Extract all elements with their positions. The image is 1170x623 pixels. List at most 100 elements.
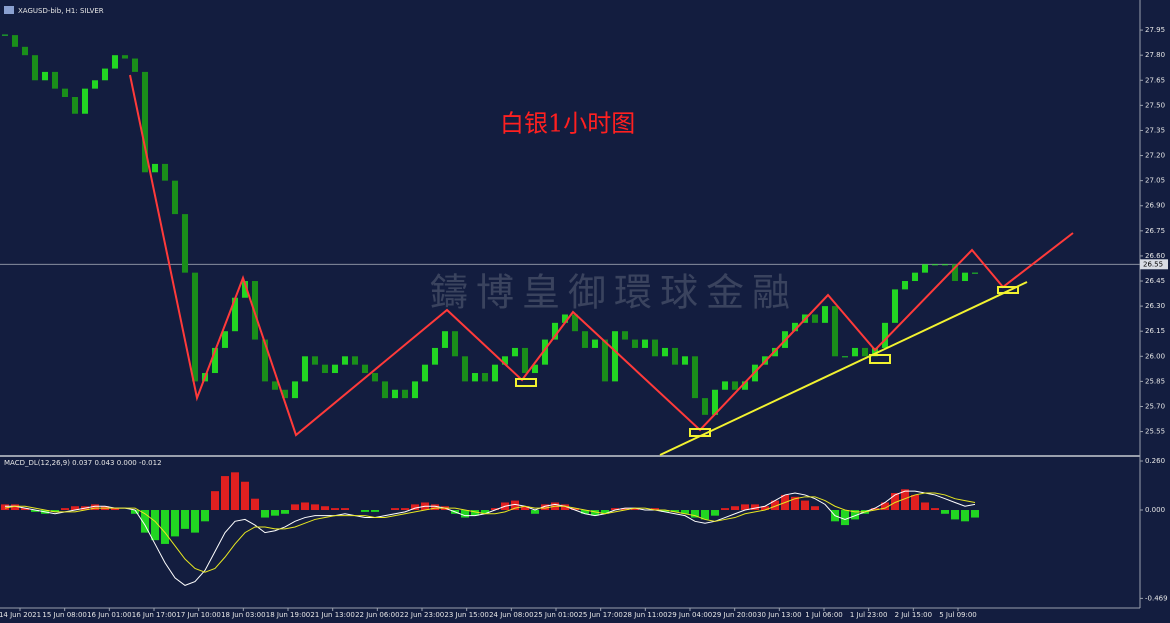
macd-bar	[241, 481, 249, 511]
macd-bar	[401, 508, 409, 511]
candle	[172, 180, 178, 215]
candle	[702, 398, 708, 415]
candle	[72, 97, 78, 114]
macd-bar	[621, 508, 629, 511]
y-tick-label: 27.50	[1145, 101, 1165, 109]
candle	[322, 364, 328, 374]
candle	[402, 389, 408, 399]
candle	[822, 306, 828, 323]
macd-bar	[971, 510, 979, 518]
macd-bar	[61, 508, 69, 511]
macd-bar	[411, 504, 419, 511]
macd-bar	[921, 502, 929, 511]
candle	[922, 264, 928, 273]
candle	[242, 281, 248, 298]
y-tick-label: 27.80	[1145, 51, 1165, 59]
macd-bar	[681, 510, 689, 514]
x-tick-label: 25 Jun 17:00	[578, 611, 622, 619]
macd-bar	[541, 504, 549, 511]
macd-bar	[91, 504, 99, 511]
macd-bar	[951, 510, 959, 520]
candle	[792, 322, 798, 332]
x-tick-label: 5 Jul 09:00	[939, 611, 977, 619]
candle	[902, 281, 908, 290]
macd-label: MACD_DL(12,26,9) 0.037 0.043 0.000 -0.01…	[4, 459, 162, 467]
candle	[882, 322, 888, 348]
candle	[272, 381, 278, 390]
candle	[362, 364, 368, 374]
candle	[302, 356, 308, 382]
candle	[392, 389, 398, 399]
macd-bar	[691, 510, 699, 518]
macd-bar	[321, 506, 329, 511]
candle	[62, 88, 68, 98]
candle	[932, 264, 938, 266]
x-tick-label: 18 Jun 19:00	[266, 611, 310, 619]
macd-bar	[571, 508, 579, 511]
candle	[442, 331, 448, 348]
candle	[612, 331, 618, 382]
macd-bar	[901, 489, 909, 511]
macd-bar	[841, 510, 849, 526]
candle	[682, 356, 688, 365]
macd-bar	[261, 510, 269, 518]
support-box	[689, 428, 711, 437]
candle	[952, 264, 958, 282]
candle	[512, 347, 518, 357]
candle	[662, 347, 668, 357]
candle	[52, 71, 58, 89]
candle	[82, 88, 88, 114]
candle	[552, 322, 558, 340]
macd-line	[5, 490, 976, 586]
macd-bar	[151, 510, 159, 541]
candle	[482, 373, 488, 382]
candle	[852, 347, 858, 357]
annotations	[129, 74, 1074, 456]
candle	[102, 68, 108, 81]
x-tick-label: 16 Jun 01:00	[87, 611, 131, 619]
candle	[112, 55, 118, 69]
macd-bar	[171, 510, 179, 537]
y-tick-label: 27.65	[1145, 76, 1165, 84]
x-tick-label: 1 Jul 23:00	[850, 611, 888, 619]
candle	[672, 347, 678, 365]
macd-bar	[791, 496, 799, 511]
chart-title: XAGUSD-bib, H1: SILVER	[18, 7, 104, 15]
x-tick-label: 15 Jun 08:00	[42, 611, 86, 619]
macd-bar	[481, 510, 489, 514]
macd-bar	[281, 510, 289, 514]
candle	[12, 35, 18, 47]
candle	[252, 281, 258, 340]
macd-bar	[771, 500, 779, 511]
x-tick-label: 23 Jun 15:00	[444, 611, 488, 619]
y-tick-label: 26.75	[1145, 227, 1165, 235]
candle	[732, 381, 738, 390]
symbol-icon	[4, 6, 14, 14]
candle	[972, 272, 978, 274]
candle	[312, 356, 318, 365]
macd-bar	[721, 508, 729, 511]
candle	[352, 356, 358, 365]
macd-bar	[851, 510, 859, 520]
price-tag-label: 26.55	[1143, 260, 1163, 268]
macd-bar	[331, 508, 339, 511]
macd-bar	[51, 510, 59, 512]
x-tick-label: 21 Jun 13:00	[310, 611, 354, 619]
y-tick-label: 25.70	[1145, 402, 1165, 410]
macd-bar	[941, 510, 949, 514]
macd-bar	[471, 510, 479, 516]
macd-bar	[461, 510, 469, 518]
macd-bar	[811, 506, 819, 511]
macd-bar	[361, 510, 369, 512]
candle	[162, 163, 168, 181]
candle	[92, 80, 98, 89]
y-tick-label: 27.95	[1145, 26, 1165, 34]
candle	[502, 356, 508, 365]
x-tick-label: 25 Jun 01:00	[534, 611, 578, 619]
candle	[232, 297, 238, 332]
candle	[452, 331, 458, 357]
macd-bar	[651, 508, 659, 511]
macd-bar	[931, 508, 939, 511]
annotation: 白银1小时图	[500, 110, 635, 138]
